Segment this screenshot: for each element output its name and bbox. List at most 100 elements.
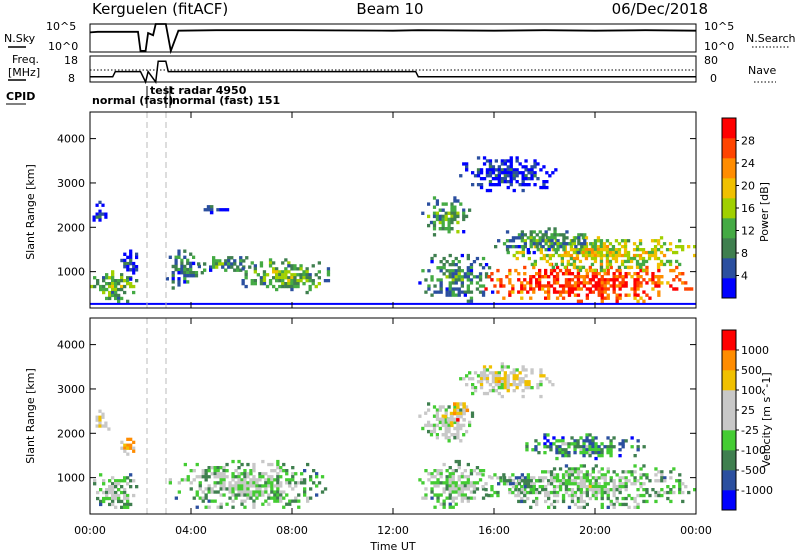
velocity-cell xyxy=(561,454,565,458)
power-cell xyxy=(111,293,115,298)
velocity-cell xyxy=(579,451,583,455)
power-cell xyxy=(236,268,240,272)
velocity-cell xyxy=(243,478,247,482)
velocity-cell xyxy=(606,493,610,498)
velocity-cell xyxy=(276,459,280,464)
velocity-cell xyxy=(466,478,470,482)
velocity-cell xyxy=(210,466,214,470)
velocity-cell xyxy=(549,470,554,474)
power-cell xyxy=(99,287,103,292)
velocity-cell xyxy=(249,493,253,497)
velocity-cell xyxy=(660,473,664,477)
velocity-cell xyxy=(512,389,516,393)
power-cell xyxy=(129,268,133,272)
power-cell xyxy=(603,278,607,282)
power-cell xyxy=(496,290,500,294)
velocity-cell xyxy=(445,469,449,473)
power-cell xyxy=(606,293,610,297)
velocity-cell xyxy=(315,472,319,476)
power-cell xyxy=(117,279,121,283)
velocity-cell xyxy=(126,505,130,509)
velocity-cell xyxy=(514,476,519,480)
power-cell xyxy=(567,268,572,273)
power-cell xyxy=(435,217,439,222)
power-cell xyxy=(503,180,507,184)
power-cell xyxy=(293,284,297,289)
velocity-cell xyxy=(462,433,466,437)
power-cell xyxy=(212,262,216,266)
power-cell xyxy=(435,199,439,203)
x-tick-label: 16:00 xyxy=(478,524,510,537)
power-cell xyxy=(614,239,619,243)
velocity-cell xyxy=(450,423,454,428)
velocity-cell xyxy=(579,445,583,449)
velocity-cell xyxy=(576,470,581,474)
velocity-cell xyxy=(669,499,673,504)
power-cell xyxy=(590,268,595,272)
power-cell xyxy=(573,287,578,291)
velocity-cell xyxy=(207,466,211,470)
velocity-cell xyxy=(469,472,474,476)
velocity-cell xyxy=(618,482,622,486)
velocity-cell xyxy=(445,487,449,491)
power-cell xyxy=(427,284,431,288)
power-cell xyxy=(448,287,452,291)
velocity-cell xyxy=(541,479,545,483)
velocity-cell xyxy=(108,479,112,483)
velocity-cell xyxy=(479,383,484,387)
velocity-cell xyxy=(535,488,539,492)
power-cell xyxy=(108,293,112,298)
velocity-cell xyxy=(678,479,682,483)
power-cell xyxy=(552,268,557,273)
velocity-cell xyxy=(594,442,598,446)
velocity-cell xyxy=(195,490,199,494)
velocity-cell xyxy=(424,469,428,473)
velocity-cell xyxy=(600,496,604,501)
power-cell xyxy=(311,264,315,268)
velocity-cell xyxy=(488,383,493,387)
power-cell xyxy=(465,168,469,172)
power-cell xyxy=(248,265,252,269)
power-cell xyxy=(526,248,530,252)
velocity-cell xyxy=(642,493,646,498)
velocity-cell xyxy=(564,488,569,492)
velocity-cell xyxy=(282,490,286,494)
power-cell xyxy=(599,245,604,249)
velocity-cell xyxy=(576,445,580,449)
power-cell xyxy=(462,208,466,212)
velocity-cell xyxy=(117,496,121,501)
power-cell xyxy=(114,290,118,295)
power-cell xyxy=(293,282,297,286)
power-cell xyxy=(573,293,578,297)
power-cell xyxy=(579,299,583,303)
velocity-cell xyxy=(276,478,280,482)
velocity-cell xyxy=(117,493,121,498)
power-cell xyxy=(290,282,294,286)
power-cell xyxy=(515,171,519,175)
power-cell xyxy=(567,272,572,276)
power-cell xyxy=(219,208,223,212)
velocity-cell xyxy=(609,476,613,480)
power-cell xyxy=(453,214,457,219)
velocity-cell xyxy=(273,490,277,494)
velocity-cell xyxy=(448,493,452,497)
power-cell xyxy=(645,281,649,285)
power-cell xyxy=(287,282,291,286)
power-cell xyxy=(529,284,533,288)
velocity-cell xyxy=(102,496,106,501)
power-cell xyxy=(638,262,643,267)
velocity-cell xyxy=(288,499,292,503)
power-cell xyxy=(594,275,598,279)
power-cell xyxy=(114,296,118,301)
velocity-cell xyxy=(564,485,569,489)
velocity-cell xyxy=(460,487,464,491)
power-cell xyxy=(502,242,507,246)
velocity-cell xyxy=(219,502,223,506)
power-cell xyxy=(575,248,580,252)
power-cell xyxy=(535,284,539,288)
velocity-cell xyxy=(618,479,622,483)
power-cell xyxy=(538,239,542,243)
power-cell xyxy=(561,290,566,294)
velocity-cell xyxy=(288,481,292,485)
